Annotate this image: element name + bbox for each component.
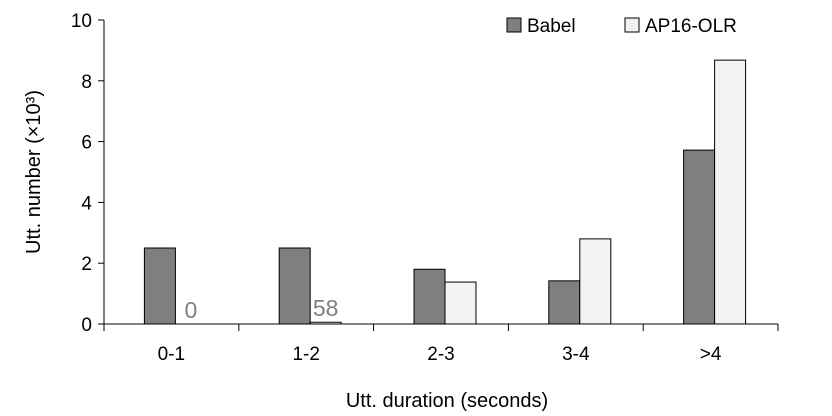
data-label: 0 [185, 297, 198, 323]
bars [143, 59, 747, 325]
bar-ap16-olr-3 [579, 238, 612, 325]
data-labels: 0 58 [185, 295, 339, 323]
y-tick-label: 8 [81, 72, 92, 93]
legend: Babel AP16-OLR [506, 16, 737, 37]
x-tick-label: 1-2 [292, 344, 319, 365]
y-tick-label: 4 [81, 193, 92, 214]
axes: 0 2 4 6 8 10 0-1 1-2 2-3 3-4 >4 [71, 11, 779, 365]
bar-babel-2 [413, 268, 446, 325]
x-tick-label: >4 [700, 344, 722, 365]
x-tick-label: 2-3 [427, 344, 454, 365]
bar-babel-3 [548, 280, 581, 325]
x-tick-label: 3-4 [562, 344, 590, 365]
y-tick-label: 2 [81, 254, 92, 275]
bar-babel-4 [683, 149, 716, 325]
legend-label: AP16-OLR [645, 16, 737, 37]
legend-label: Babel [527, 16, 576, 37]
legend-swatch [624, 17, 640, 33]
y-axis-title: Utt. number (×10³) [23, 90, 45, 254]
bar-babel-0 [143, 247, 176, 325]
y-tick-label: 6 [81, 133, 92, 154]
bar-ap16-olr-1 [309, 321, 342, 325]
bar-ap16-olr-4 [714, 59, 747, 325]
data-label: 58 [313, 295, 339, 321]
y-tick-label: 0 [81, 315, 92, 336]
y-tick-label: 10 [71, 11, 92, 32]
legend-swatch [506, 17, 522, 33]
bar-babel-1 [278, 247, 311, 325]
x-tick-label: 0-1 [158, 344, 185, 365]
x-axis-title: Utt. duration (seconds) [346, 390, 548, 412]
bar-ap16-olr-2 [444, 281, 477, 325]
